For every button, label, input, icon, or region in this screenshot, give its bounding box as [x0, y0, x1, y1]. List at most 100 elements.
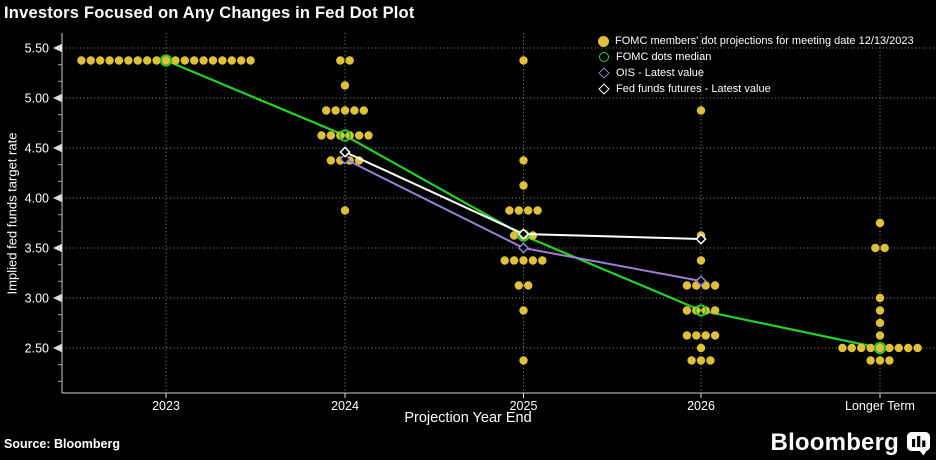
fomc-dot [227, 56, 236, 65]
fomc-dot [875, 318, 885, 328]
fomc-dot [190, 56, 199, 65]
fomc-dot [866, 343, 875, 353]
fomc-dot [133, 56, 142, 65]
fomc-dot [114, 56, 124, 65]
fomc-dot [838, 343, 847, 353]
fomc-dot [710, 306, 720, 315]
legend-item-fomc-median: FOMC dots median [598, 49, 914, 65]
fomc-dot [359, 106, 368, 115]
y-tick-arrow-icon [53, 293, 62, 303]
fomc-dot [682, 306, 692, 315]
fomc-dot [875, 306, 885, 315]
fomc-dot [880, 243, 889, 253]
fomc-dot [524, 206, 533, 215]
y-tick-arrow-icon [53, 43, 62, 53]
fomc-dot [519, 256, 528, 265]
fomc-median-marker [694, 304, 708, 317]
fomc-dot [519, 356, 528, 365]
x-axis-title: Projection Year End [404, 410, 532, 426]
legend-label: FOMC members' dot projections for meetin… [615, 35, 914, 47]
fomc-dot [706, 356, 715, 365]
y-tick-label: 3.00 [25, 292, 49, 306]
fed-funds-futures-diamond-marker [695, 233, 707, 245]
bloomberg-chart-bubble-icon [907, 431, 930, 455]
fomc-dot [885, 356, 894, 365]
fomc-dot [519, 306, 528, 315]
y-tick-arrow-icon [53, 243, 62, 253]
median-circle-swatch-icon [599, 52, 609, 62]
y-tick-label: 3.50 [25, 242, 49, 256]
fomc-dot [857, 343, 866, 353]
fomc-dot [317, 131, 326, 140]
fomc-dot [847, 343, 856, 353]
fomc-dot [696, 343, 706, 353]
y-tick-label: 4.50 [25, 142, 49, 156]
fomc-dot [710, 331, 720, 340]
fomc-dot [124, 56, 133, 65]
fomc-dot [514, 206, 523, 215]
chart-title: Investors Focused on Any Changes in Fed … [4, 4, 415, 22]
legend-item-futures: Fed funds futures - Latest value [598, 81, 914, 97]
fomc-dot [866, 356, 875, 365]
fomc-median-marker [159, 54, 173, 67]
fomc-dot [505, 206, 514, 215]
fomc-dot [161, 56, 171, 65]
chart-legend: FOMC members' dot projections for meetin… [598, 33, 914, 97]
fomc-dot [350, 106, 359, 115]
ois-series [339, 153, 707, 287]
ois-diamond-marker [339, 153, 351, 165]
fomc-dot [86, 56, 96, 65]
fomc-dot [519, 156, 528, 165]
fomc-dot [528, 256, 538, 265]
y-tick-label: 5.50 [25, 42, 49, 56]
fomc-dot [199, 56, 208, 65]
fomc-dot [913, 343, 922, 353]
fomc-dot [340, 81, 350, 90]
y-tick-arrow-icon [53, 193, 62, 203]
legend-item-ois: OIS - Latest value [598, 65, 914, 81]
fomc-dot [904, 343, 913, 353]
fomc-dot [336, 56, 345, 65]
fomc-dot [340, 106, 350, 115]
fomc-median-marker [338, 129, 352, 142]
fomc-dot [345, 56, 354, 65]
fomc-dot [500, 256, 509, 265]
y-tick-label: 2.50 [25, 342, 49, 356]
fomc-dot [77, 56, 86, 65]
fomc-dot [524, 281, 533, 290]
fomc-dot [514, 281, 523, 290]
fomc-dot [354, 131, 364, 140]
fomc-dot [894, 343, 903, 353]
fomc-dot [519, 56, 528, 65]
fomc-dot-swatch-icon [598, 35, 609, 47]
fomc-dot [509, 256, 519, 265]
fomc-dot [533, 206, 542, 215]
fomc-dot [246, 56, 255, 65]
fomc-dot [519, 181, 528, 190]
x-tick-label: 2024 [331, 399, 359, 413]
fomc-dot [875, 343, 885, 353]
fomc-dot [340, 206, 350, 215]
fomc-dot [885, 343, 894, 353]
fomc-dot [331, 106, 340, 115]
fomc-dot [105, 56, 114, 65]
x-tick-label: 2023 [152, 399, 180, 413]
x-tick-label: 2025 [510, 399, 538, 413]
x-tick-label: 2026 [687, 399, 715, 413]
fomc-dot [696, 256, 706, 265]
fomc-dot-projections [77, 56, 922, 365]
fomc-dot [218, 56, 227, 65]
futures-diamond-swatch-icon [598, 83, 610, 95]
fomc-dot [171, 56, 180, 65]
fomc-dot [509, 231, 519, 240]
fomc-dot [871, 243, 880, 253]
ois-diamond-swatch-icon [598, 67, 610, 79]
fomc-dot [143, 56, 152, 65]
fomc-dot [208, 56, 218, 65]
fomc-dot [682, 331, 692, 340]
fomc-dot [96, 56, 105, 65]
fomc-dot [180, 56, 189, 65]
x-tick-label: Longer Term [845, 399, 915, 413]
fomc-dot [322, 106, 331, 115]
fomc-dot [875, 356, 885, 365]
